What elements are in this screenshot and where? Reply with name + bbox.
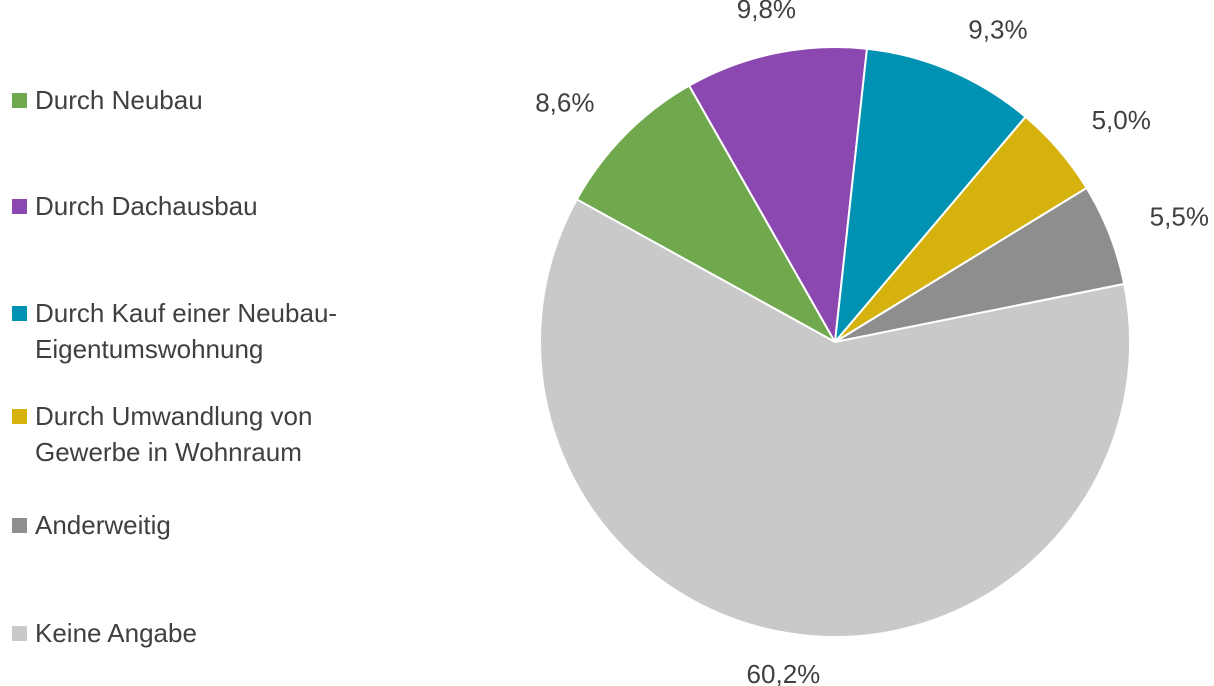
pie-slice — [687, 46, 869, 346]
legend-label: Durch Kauf einer Neubau-Eigentumswohnung — [35, 298, 338, 364]
pie-slice — [833, 47, 1027, 346]
legend-label: Durch Umwandlung von Gewerbe in Wohnraum — [35, 401, 313, 467]
legend-item: Anderweitig — [12, 507, 410, 543]
legend-label: Anderweitig — [35, 510, 171, 540]
legend-item: Durch Umwandlung von Gewerbe in Wohnraum — [12, 398, 410, 470]
legend-swatch — [12, 93, 27, 108]
legend-label: Durch Dachausbau — [35, 191, 258, 221]
data-label: 8,6% — [535, 87, 594, 117]
legend-swatch — [12, 409, 27, 424]
legend-label: Durch Neubau — [35, 85, 203, 115]
legend-item: Durch Kauf einer Neubau-Eigentumswohnung — [12, 295, 410, 367]
data-label: 9,3% — [968, 14, 1027, 44]
data-label: 60,2% — [747, 659, 821, 686]
data-label: 5,0% — [1092, 105, 1151, 135]
legend-label: Keine Angabe — [35, 618, 197, 648]
legend-swatch — [12, 518, 27, 533]
legend-item: Durch Neubau — [12, 82, 410, 118]
data-label: 5,5% — [1150, 202, 1209, 232]
pie-slice — [575, 84, 838, 345]
legend-swatch — [12, 626, 27, 641]
legend-item: Durch Dachausbau — [12, 188, 410, 224]
legend-swatch — [12, 199, 27, 214]
legend-swatch — [12, 306, 27, 321]
data-label: 9,8% — [737, 0, 796, 24]
pie-slice — [539, 198, 1131, 638]
legend-item: Keine Angabe — [12, 615, 410, 651]
